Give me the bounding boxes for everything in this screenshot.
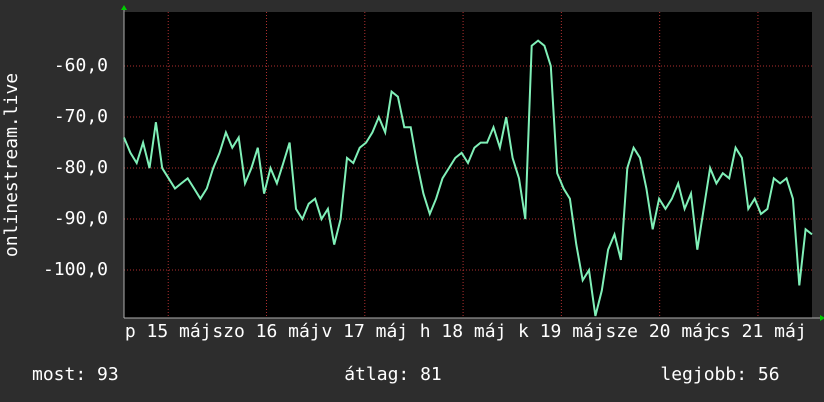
y-tick-label: -70,0: [54, 106, 108, 127]
y-tick-label: -90,0: [54, 208, 108, 229]
y-tick-label: -60,0: [54, 55, 108, 76]
x-tick-label: szo 16 máj: [212, 321, 320, 342]
axis-arrow: [820, 315, 824, 321]
x-tick-label: cs 21 máj: [709, 321, 807, 342]
stat-value: 93: [97, 364, 119, 385]
y-tick-label: -100,0: [43, 259, 108, 280]
x-tick-label: v 17 máj: [321, 321, 408, 342]
x-tick-label: sze 20 máj: [605, 321, 713, 342]
x-tick-label: p 15 máj: [125, 321, 212, 342]
plot-area: [124, 12, 812, 318]
stat-label: legjobb:: [660, 364, 747, 385]
stat: átlag: 81: [344, 364, 442, 385]
x-tick-label: h 18 máj: [420, 321, 507, 342]
stat: legjobb: 56: [660, 364, 779, 385]
stat-value: 56: [758, 364, 780, 385]
series-line: [123, 39, 813, 317]
stat-label: átlag:: [344, 364, 409, 385]
y-axis-label: onlinestream.live: [1, 73, 22, 257]
stat-label: most:: [32, 364, 86, 385]
plot: -60,0 -70,0 -80,0 -90,0 -100,0 p 15 máj szo 16…: [32, 5, 824, 385]
stat: most: 93: [32, 364, 119, 385]
axis-arrow: [121, 5, 127, 10]
y-tick-label: -80,0: [54, 157, 108, 178]
x-tick-label: k 19 máj: [518, 321, 605, 342]
stat-value: 81: [420, 364, 442, 385]
